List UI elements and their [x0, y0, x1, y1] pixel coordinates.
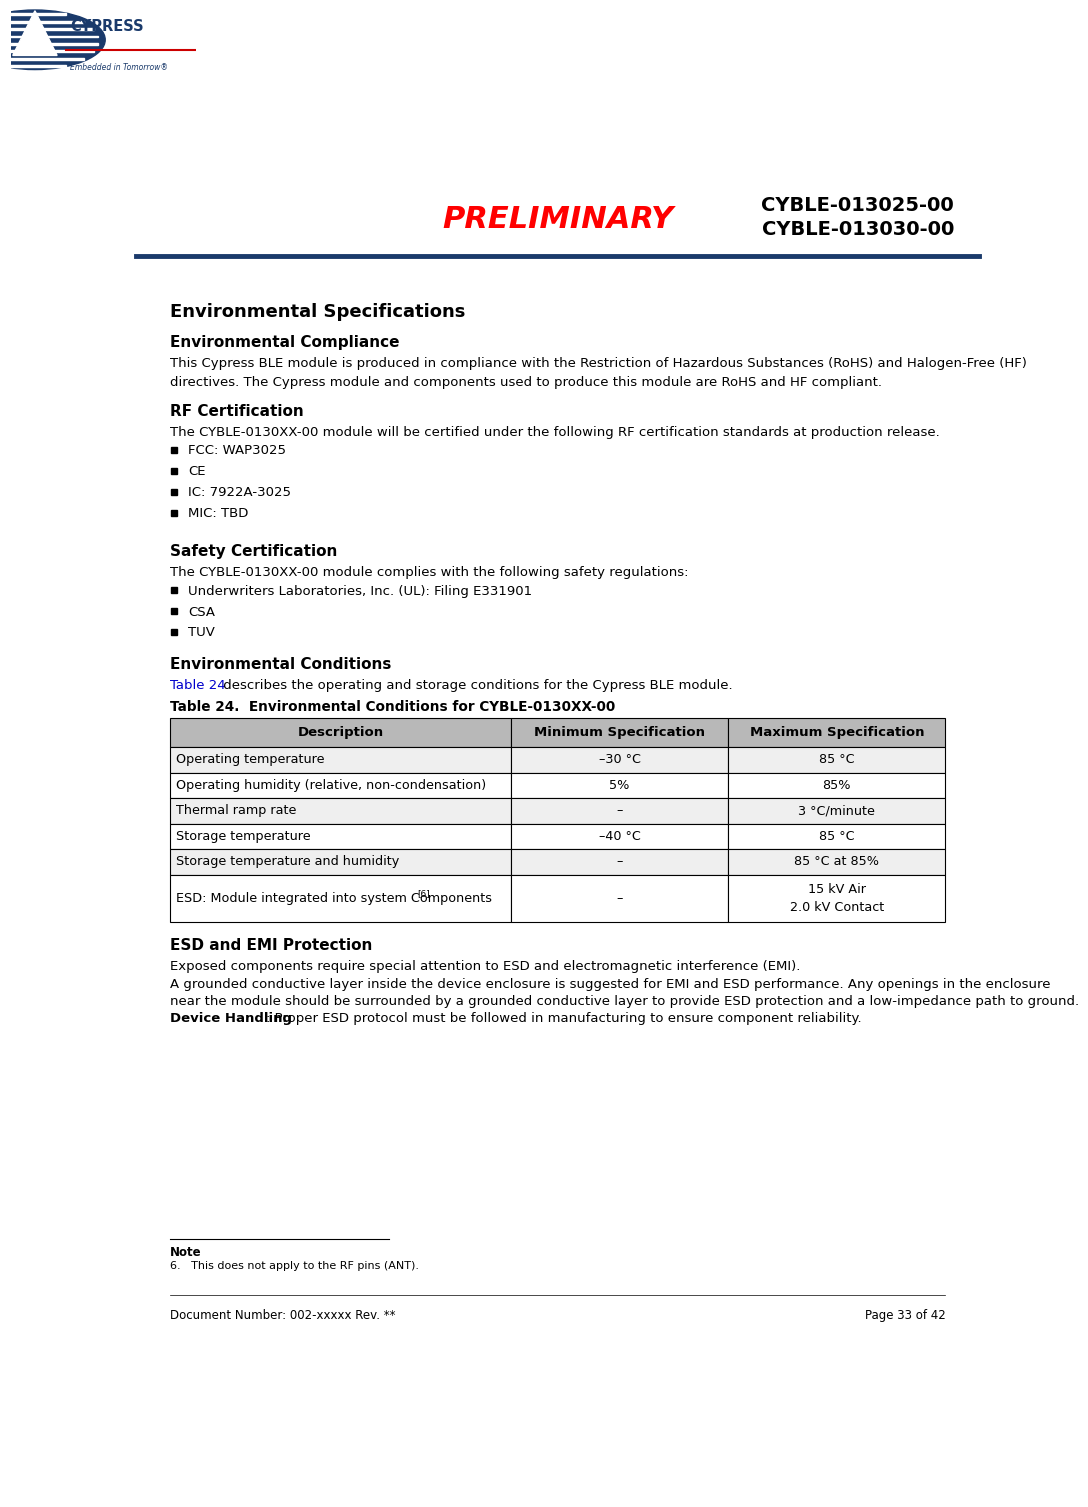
FancyBboxPatch shape — [728, 850, 945, 874]
Text: Operating temperature: Operating temperature — [175, 754, 324, 767]
FancyBboxPatch shape — [511, 773, 728, 799]
Text: Storage temperature and humidity: Storage temperature and humidity — [175, 856, 399, 868]
Text: describes the operating and storage conditions for the Cypress BLE module.: describes the operating and storage cond… — [219, 678, 732, 692]
Text: FCC: WAP3025: FCC: WAP3025 — [188, 445, 286, 457]
Text: The CYBLE-0130XX-00 module complies with the following safety regulations:: The CYBLE-0130XX-00 module complies with… — [170, 567, 689, 579]
Circle shape — [0, 11, 106, 69]
FancyBboxPatch shape — [0, 44, 98, 45]
FancyBboxPatch shape — [511, 747, 728, 773]
Text: Device Handling: Device Handling — [170, 1013, 292, 1025]
Text: Underwriters Laboratories, Inc. (UL): Filing E331901: Underwriters Laboratories, Inc. (UL): Fi… — [188, 585, 532, 598]
Text: –: – — [617, 805, 622, 817]
Text: Page 33 of 42: Page 33 of 42 — [865, 1308, 945, 1322]
FancyBboxPatch shape — [728, 719, 945, 747]
Text: 6.   This does not apply to the RF pins (ANT).: 6. This does not apply to the RF pins (A… — [170, 1261, 419, 1272]
FancyBboxPatch shape — [511, 824, 728, 850]
Text: TUV: TUV — [188, 627, 215, 639]
Text: : Proper ESD protocol must be followed in manufacturing to ensure component reli: : Proper ESD protocol must be followed i… — [265, 1013, 862, 1025]
Text: PRELIMINARY: PRELIMINARY — [442, 205, 673, 234]
FancyBboxPatch shape — [728, 773, 945, 799]
Text: Operating humidity (relative, non-condensation): Operating humidity (relative, non-conden… — [175, 779, 485, 791]
FancyBboxPatch shape — [170, 850, 511, 874]
Text: ESD and EMI Protection: ESD and EMI Protection — [170, 939, 372, 954]
FancyBboxPatch shape — [728, 874, 945, 922]
FancyBboxPatch shape — [4, 65, 65, 68]
Text: CYBLE-013030-00: CYBLE-013030-00 — [762, 220, 954, 240]
FancyBboxPatch shape — [0, 29, 94, 30]
Text: near the module should be surrounded by a grounded conductive layer to provide E: near the module should be surrounded by … — [170, 995, 1079, 1008]
FancyBboxPatch shape — [170, 799, 511, 824]
FancyBboxPatch shape — [4, 14, 65, 15]
Text: MIC: TBD: MIC: TBD — [188, 506, 249, 520]
FancyBboxPatch shape — [0, 57, 84, 60]
Text: 85%: 85% — [823, 779, 851, 791]
Text: –: – — [617, 856, 622, 868]
Text: 85 °C at 85%: 85 °C at 85% — [794, 856, 879, 868]
Text: Environmental Compliance: Environmental Compliance — [170, 335, 399, 350]
FancyBboxPatch shape — [511, 719, 728, 747]
Text: CYBLE-013025-00: CYBLE-013025-00 — [762, 196, 954, 214]
FancyBboxPatch shape — [511, 850, 728, 874]
Text: ESD: Module integrated into system Components: ESD: Module integrated into system Compo… — [175, 892, 492, 904]
Text: 85 °C: 85 °C — [819, 754, 855, 767]
FancyBboxPatch shape — [728, 799, 945, 824]
Text: 2.0 kV Contact: 2.0 kV Contact — [790, 901, 883, 913]
Text: 15 kV Air: 15 kV Air — [808, 883, 866, 897]
FancyBboxPatch shape — [511, 799, 728, 824]
Text: CYPRESS: CYPRESS — [70, 20, 144, 35]
Text: directives. The Cypress module and components used to produce this module are Ro: directives. The Cypress module and compo… — [170, 375, 881, 389]
Polygon shape — [13, 11, 58, 56]
Text: Exposed components require special attention to ESD and electromagnetic interfer: Exposed components require special atten… — [170, 960, 800, 974]
FancyBboxPatch shape — [728, 824, 945, 850]
FancyBboxPatch shape — [0, 50, 94, 53]
Text: Table 24.  Environmental Conditions for CYBLE-0130XX-00: Table 24. Environmental Conditions for C… — [170, 699, 615, 713]
Text: Document Number: 002-xxxxx Rev. **: Document Number: 002-xxxxx Rev. ** — [170, 1308, 395, 1322]
Text: Safety Certification: Safety Certification — [170, 544, 337, 559]
FancyBboxPatch shape — [170, 719, 511, 747]
Text: –: – — [617, 892, 622, 904]
FancyBboxPatch shape — [0, 21, 84, 23]
Text: Note: Note — [170, 1246, 201, 1258]
Text: CSA: CSA — [188, 606, 215, 618]
Text: –40 °C: –40 °C — [598, 830, 641, 842]
Text: Thermal ramp rate: Thermal ramp rate — [175, 805, 296, 817]
FancyBboxPatch shape — [170, 747, 511, 773]
Text: IC: 7922A-3025: IC: 7922A-3025 — [188, 487, 292, 499]
Text: [6]: [6] — [418, 889, 431, 898]
FancyBboxPatch shape — [728, 747, 945, 773]
Text: Description: Description — [297, 726, 383, 738]
Text: Environmental Specifications: Environmental Specifications — [170, 303, 465, 321]
Text: A grounded conductive layer inside the device enclosure is suggested for EMI and: A grounded conductive layer inside the d… — [170, 978, 1050, 990]
Text: Maximum Specification: Maximum Specification — [750, 726, 924, 738]
Text: Table 24: Table 24 — [170, 678, 225, 692]
Text: The CYBLE-0130XX-00 module will be certified under the following RF certificatio: The CYBLE-0130XX-00 module will be certi… — [170, 425, 939, 439]
Text: 3 °C/minute: 3 °C/minute — [799, 805, 876, 817]
Text: CE: CE — [188, 466, 206, 478]
FancyBboxPatch shape — [511, 874, 728, 922]
Text: Storage temperature: Storage temperature — [175, 830, 310, 842]
Text: Embedded in Tomorrow®: Embedded in Tomorrow® — [70, 63, 168, 72]
Text: RF Certification: RF Certification — [170, 404, 304, 419]
FancyBboxPatch shape — [170, 824, 511, 850]
FancyBboxPatch shape — [170, 874, 511, 922]
FancyBboxPatch shape — [170, 773, 511, 799]
Text: Minimum Specification: Minimum Specification — [534, 726, 705, 738]
Text: 5%: 5% — [609, 779, 630, 791]
Text: –30 °C: –30 °C — [598, 754, 641, 767]
Text: 85 °C: 85 °C — [819, 830, 855, 842]
Text: Environmental Conditions: Environmental Conditions — [170, 657, 391, 672]
FancyBboxPatch shape — [0, 36, 98, 38]
Text: This Cypress BLE module is produced in compliance with the Restriction of Hazard: This Cypress BLE module is produced in c… — [170, 357, 1027, 371]
